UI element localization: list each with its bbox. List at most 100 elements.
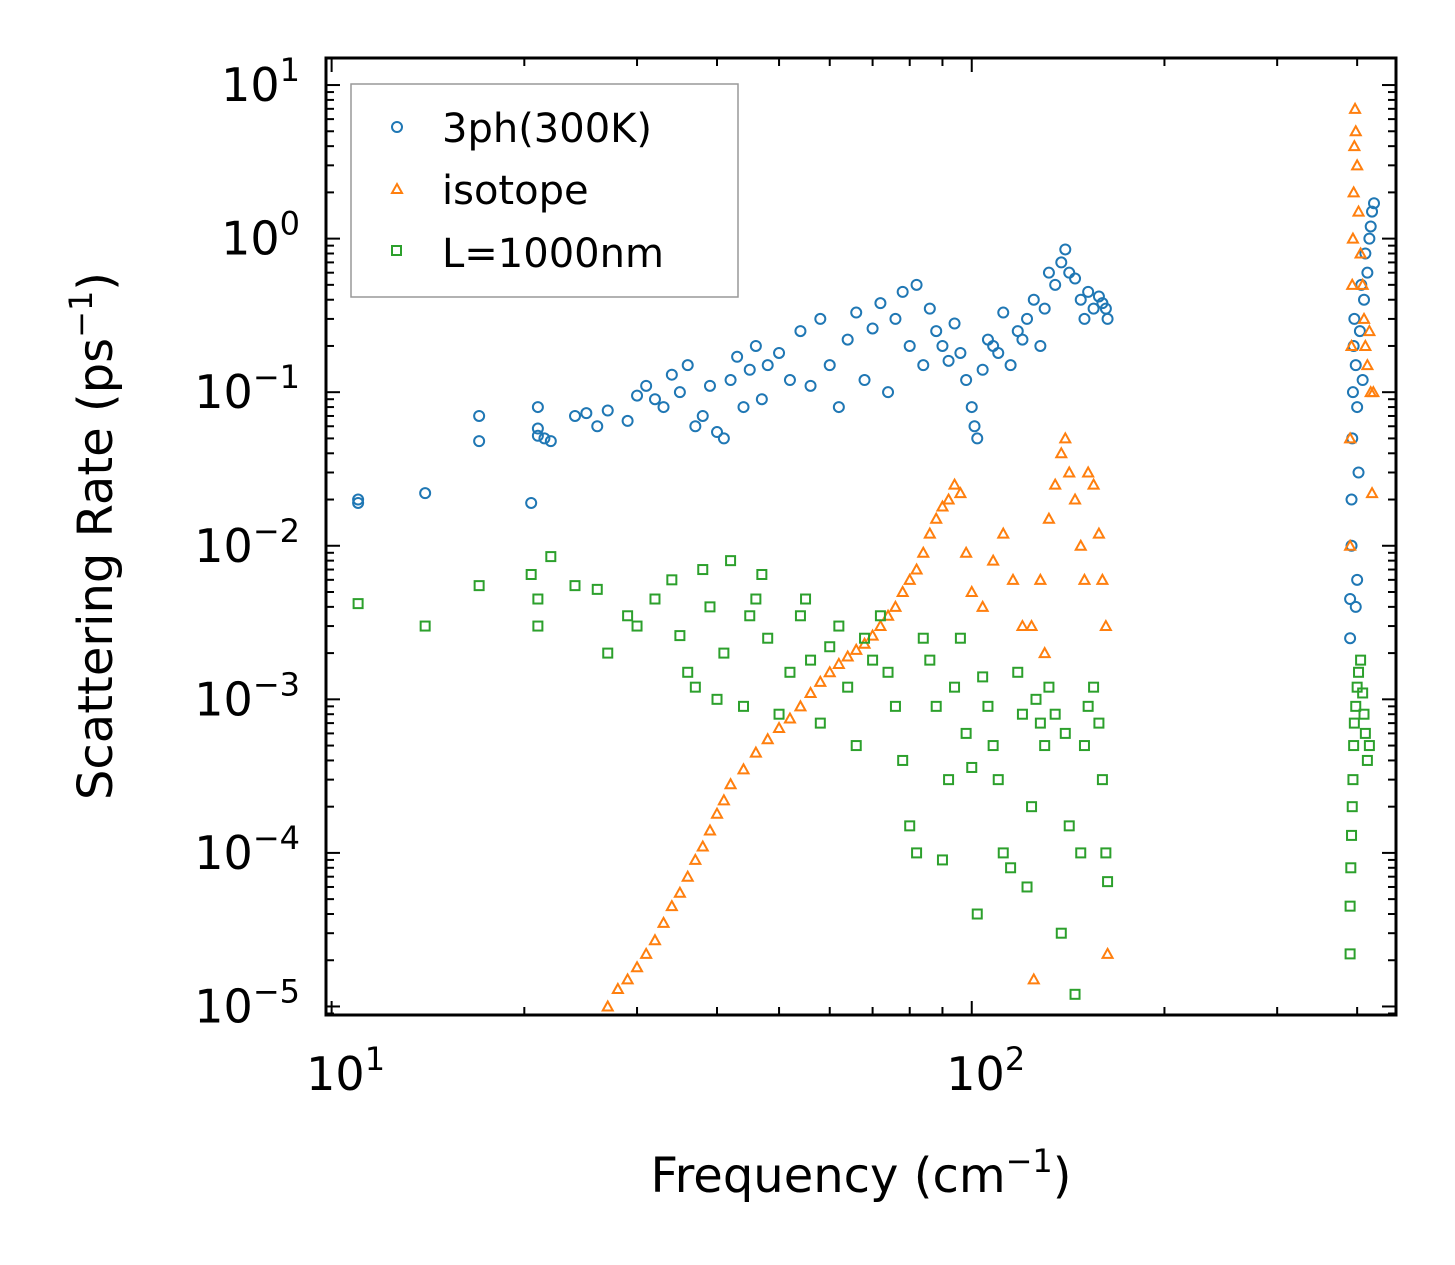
data-point-l1000 <box>917 632 929 644</box>
data-point-l1000 <box>419 620 431 632</box>
data-point-l1000 <box>943 774 955 786</box>
data-point-l1000 <box>689 681 701 693</box>
data-point-3ph <box>473 409 486 422</box>
data-point-3ph <box>1344 593 1357 606</box>
data-point-l1000 <box>545 551 557 563</box>
data-point-l1000 <box>1082 700 1094 712</box>
data-point-3ph <box>858 374 871 387</box>
data-point-3ph <box>755 393 768 406</box>
data-point-l1000 <box>1055 927 1067 939</box>
data-point-isotope <box>865 628 880 641</box>
data-point-3ph <box>696 409 709 422</box>
data-point-isotope <box>1006 572 1020 585</box>
data-point-l1000 <box>1355 654 1367 666</box>
data-point-l1000 <box>1016 708 1028 720</box>
data-point-3ph <box>731 350 744 363</box>
data-point-l1000 <box>1030 693 1042 705</box>
data-point-l1000 <box>1100 847 1112 859</box>
data-point-3ph <box>352 496 365 509</box>
data-point-isotope <box>1077 572 1092 585</box>
data-point-3ph <box>1349 359 1362 372</box>
data-point-3ph <box>569 409 582 422</box>
data-point-l1000 <box>842 681 854 693</box>
data-point-l1000 <box>1346 829 1358 841</box>
tick-labels: 101 102 101 100 10−1 10−2 10−3 10−4 10−5 <box>194 51 1025 1101</box>
data-point-isotope <box>813 674 828 687</box>
data-point-isotope <box>703 823 717 836</box>
data-point-l1000 <box>814 717 826 729</box>
data-point-isotope <box>1346 231 1360 244</box>
data-point-3ph <box>1004 359 1017 372</box>
data-point-isotope <box>1348 101 1362 114</box>
data-point-3ph <box>889 312 902 325</box>
data-point-l1000 <box>532 620 544 632</box>
data-point-3ph <box>1021 312 1034 325</box>
data-point-isotope <box>696 839 710 852</box>
y-axis-label: Scattering Rate (ps−1) <box>62 272 124 800</box>
legend-label-isotope: isotope <box>442 168 589 214</box>
data-point-isotope <box>849 642 863 655</box>
data-point-isotope <box>1347 139 1362 152</box>
y-tick-label: 101 <box>221 51 300 112</box>
data-point-3ph <box>352 493 365 506</box>
data-point-l1000 <box>966 761 978 773</box>
data-point-isotope <box>1358 338 1373 351</box>
data-point-3ph <box>910 278 923 291</box>
data-point-l1000 <box>773 708 785 720</box>
data-point-isotope <box>888 599 903 612</box>
data-point-isotope <box>1081 465 1095 478</box>
data-point-isotope <box>611 981 625 994</box>
data-point-3ph <box>525 496 538 509</box>
data-point-3ph <box>631 389 644 402</box>
data-point-l1000 <box>682 666 694 678</box>
data-point-3ph <box>773 346 786 359</box>
data-point-isotope <box>895 584 910 597</box>
data-point-l1000 <box>1353 666 1365 678</box>
data-point-3ph <box>419 487 432 500</box>
data-point-isotope <box>1042 511 1056 524</box>
data-point-l1000 <box>704 601 716 613</box>
data-point-l1000 <box>1361 754 1373 766</box>
data-point-l1000 <box>867 654 879 666</box>
data-point-l1000 <box>1034 717 1046 729</box>
data-point-l1000 <box>971 908 983 920</box>
data-point-3ph <box>1034 339 1047 352</box>
data-point-isotope <box>1027 972 1041 985</box>
data-point-isotope <box>1048 477 1062 490</box>
data-point-3ph <box>1367 197 1380 210</box>
data-point-3ph <box>1082 285 1095 298</box>
data-point-l1000 <box>473 580 485 592</box>
data-point-l1000 <box>897 754 909 766</box>
data-point-isotope <box>688 852 703 865</box>
data-point-3ph <box>992 346 1005 359</box>
series-2 <box>352 551 1375 1000</box>
data-point-isotope <box>601 999 615 1012</box>
data-point-isotope <box>749 745 763 758</box>
data-point-isotope <box>1092 526 1106 539</box>
data-point-isotope <box>1351 204 1366 217</box>
data-point-3ph <box>473 435 486 448</box>
data-point-isotope <box>761 732 775 745</box>
data-point-l1000 <box>1347 774 1359 786</box>
data-point-isotope <box>1366 385 1381 398</box>
data-point-isotope <box>947 477 962 490</box>
data-point-3ph <box>1049 278 1062 291</box>
data-point-l1000 <box>1357 687 1369 699</box>
data-point-l1000 <box>622 610 634 622</box>
data-point-l1000 <box>666 574 678 586</box>
y-tick-label: 100 <box>221 205 300 266</box>
data-point-l1000 <box>1346 801 1358 813</box>
data-point-isotope <box>648 933 662 946</box>
data-point-3ph <box>737 401 750 414</box>
data-point-3ph <box>1092 290 1105 303</box>
data-point-l1000 <box>718 647 730 659</box>
data-point-l1000 <box>874 610 886 622</box>
data-point-3ph <box>882 386 895 399</box>
data-point-isotope <box>1058 431 1072 444</box>
data-point-isotope <box>639 946 653 959</box>
data-point-l1000 <box>936 854 948 866</box>
data-point-l1000 <box>1351 681 1363 693</box>
data-point-isotope <box>1343 431 1357 444</box>
data-point-l1000 <box>1063 820 1075 832</box>
data-point-isotope <box>665 899 679 912</box>
